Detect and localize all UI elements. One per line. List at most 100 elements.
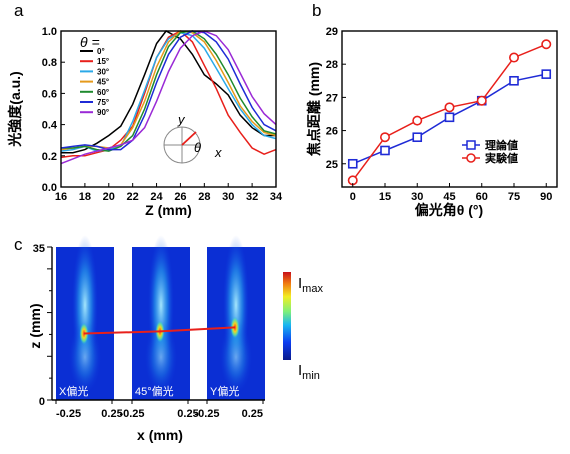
panel-c-letter: c: [14, 235, 23, 254]
series-line-6: [60, 30, 277, 165]
panel-a-letter: a: [14, 1, 24, 20]
beam-tail: [220, 321, 252, 394]
panel-c-x-axis-label: x (mm): [137, 427, 183, 443]
y-tick-label: 0.0: [42, 182, 57, 194]
panel-b-letter: b: [312, 1, 321, 20]
x-tick-label: 32: [246, 191, 258, 203]
data-point-square: [444, 112, 455, 123]
y-tick-label: 25: [326, 159, 338, 171]
panel-a-y-axis-label: 光強度(a.u.): [7, 71, 23, 147]
inset-polarization-arrow: [181, 131, 197, 146]
data-point-circle: [412, 115, 423, 126]
legend-label-1: 実験値: [485, 151, 518, 165]
panel-b-ticks: 0 15 30 45 60 75 90 25 26 27 28 29: [326, 26, 553, 203]
x-tick-label: 90: [540, 191, 552, 203]
x-tick-label: 45: [443, 191, 455, 203]
legend-marker-square: [466, 140, 476, 150]
panel-b-y-axis-label: 焦点距離 (mm): [306, 62, 322, 157]
x-tick-label: 28: [198, 191, 210, 203]
map-label-0: X偏光: [59, 384, 88, 398]
inset-x-label: x: [214, 145, 222, 160]
map-label-1: 45°偏光: [135, 384, 174, 398]
legend-label-4: 60°: [97, 88, 109, 97]
y-tick-label: 28: [326, 59, 338, 71]
series-line-4: [61, 30, 277, 152]
intensity-map-2: Y偏光: [207, 235, 265, 400]
data-point-circle: [508, 52, 519, 63]
colorbar-gradient: [283, 272, 291, 360]
x-tick-label: 0: [350, 191, 356, 203]
legend-label-0: 理論値: [485, 138, 518, 152]
x-tick-label: 15: [379, 191, 391, 203]
series-line-1: [60, 30, 277, 159]
data-point-square: [509, 75, 519, 86]
x-tick-label: 26: [174, 191, 186, 203]
data-point-square: [412, 132, 423, 143]
legend-label-5: 75°: [97, 98, 109, 107]
panel-b-x-axis-label: 偏光角θ (°): [415, 202, 483, 218]
x-tick-label: 34: [270, 191, 283, 203]
y-tick-label: 1.0: [42, 26, 57, 38]
panel-c-y-axis-label: z (mm): [27, 303, 43, 348]
x-tick-label: 0.25: [177, 408, 198, 420]
y-tick-label: 0.6: [42, 88, 57, 100]
legend-label-6: 90°: [97, 108, 109, 117]
beam-tail: [69, 321, 101, 394]
x-tick-label: 0.25: [242, 408, 263, 420]
z-tick-label: 35: [33, 243, 45, 255]
x-tick-label: 16: [55, 191, 67, 203]
y-tick-label: 26: [326, 126, 338, 138]
x-tick-label: 30: [411, 191, 423, 203]
intensity-map-1: 45°偏光: [132, 235, 190, 400]
map-label-2: Y偏光: [210, 384, 239, 398]
panel-b-line-chart: b 0 15 30 45 60 75 90 25 26 27 28 29 偏光角θ (°) 焦点距離 …: [306, 1, 558, 218]
x-tick-label: -0.25: [56, 408, 81, 420]
data-point-circle: [379, 132, 390, 143]
colorbar-min-label: Imin: [298, 362, 320, 382]
x-tick-label: -0.25: [194, 408, 219, 420]
inset-y-label: y: [177, 112, 186, 127]
colorbar: Imax Imin: [283, 272, 323, 382]
x-tick-label: 22: [127, 191, 139, 203]
panel-c-heatmaps: X偏光 45°偏光 Y偏光: [56, 235, 265, 400]
legend-label-2: 30°: [97, 67, 109, 76]
panel-a-axes-frame: [60, 30, 277, 188]
z-tick-label: 0: [39, 396, 45, 408]
legend-label-3: 45°: [97, 78, 109, 87]
y-tick-label: 29: [326, 26, 338, 38]
panel-a-line-chart: a 16 18 20 22 24 26 28 30 32 34 0.0 0.2 0.4 0.6 0.8 1.0…: [7, 1, 283, 218]
y-tick-label: 27: [326, 92, 338, 104]
data-point-square: [380, 145, 390, 156]
data-point-square: [541, 69, 552, 79]
panel-a-plot-lines: [60, 30, 277, 165]
panel-a-legend: 0°15°30° 45°60°75°90°: [80, 47, 109, 117]
panel-c-intensity-maps: c X偏光 45°偏光 Y偏光 035-0.25 0.25-0.25 0.25-0.25…: [14, 235, 323, 443]
legend-label-0: 0°: [97, 47, 105, 56]
data-point-circle: [444, 102, 455, 113]
inset-theta-label: θ: [194, 140, 201, 155]
series-line-5: [60, 30, 277, 151]
x-tick-label: 60: [476, 191, 488, 203]
legend-marker-circle: [466, 153, 476, 163]
x-tick-label: 20: [103, 191, 115, 203]
intensity-map-0: X偏光: [56, 235, 114, 400]
panel-a-ticks: 16 18 20 22 24 26 28 30 32 34 0.0 0.2 0.4 0.6 0.8 1.0: [42, 26, 283, 203]
x-tick-label: -0.25: [119, 408, 144, 420]
data-point-circle: [541, 39, 552, 50]
focus-shift-line: [159, 326, 236, 333]
y-tick-label: 0.2: [42, 151, 57, 163]
data-point-square: [347, 158, 358, 169]
colorbar-max-label: Imax: [298, 275, 323, 295]
x-tick-label: 18: [79, 191, 91, 203]
panel-a-legend-title: θ =: [80, 34, 100, 50]
x-tick-label: 0.25: [101, 408, 122, 420]
x-tick-label: 30: [222, 191, 234, 203]
x-tick-label: 75: [508, 191, 520, 203]
legend-label-1: 15°: [97, 57, 109, 66]
data-point-circle: [476, 95, 487, 106]
polarization-angle-inset: y θ x: [163, 112, 222, 164]
panel-c-ticks: 035-0.25 0.25-0.25 0.25-0.25 0.25: [33, 243, 265, 420]
y-tick-label: 0.8: [42, 57, 57, 69]
